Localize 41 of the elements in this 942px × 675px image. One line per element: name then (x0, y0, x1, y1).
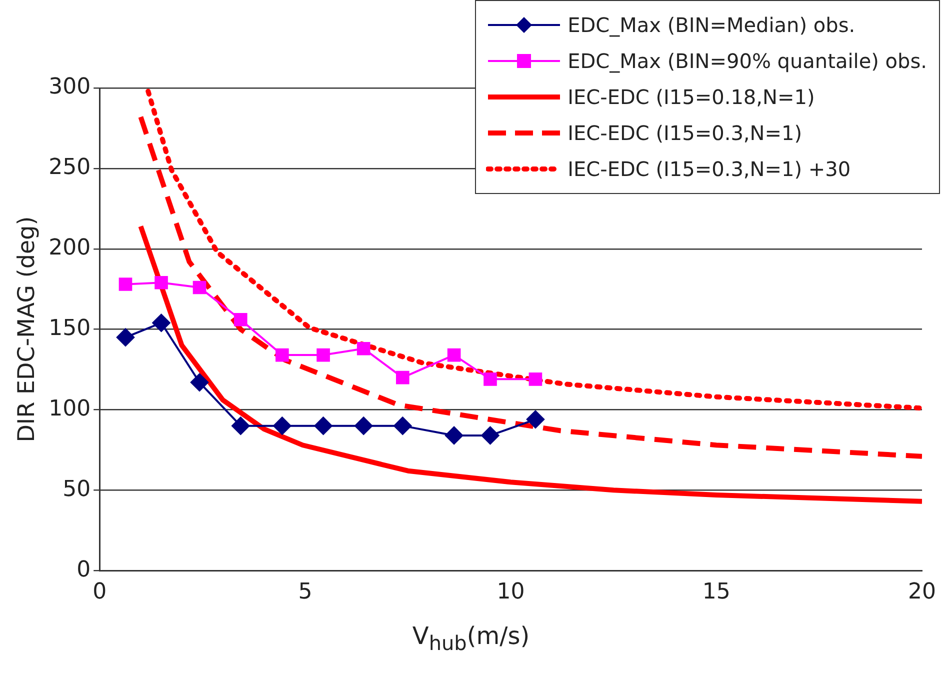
point (447, 348, 461, 362)
y-tick-label: 250 (48, 155, 91, 180)
legend-label: IEC-EDC (I15=0.3,N=1) +30 (568, 157, 851, 181)
point (152, 314, 170, 332)
point (481, 426, 500, 444)
point (484, 372, 497, 386)
point (234, 312, 248, 326)
point (354, 416, 373, 435)
x-tick-label: 20 (908, 580, 936, 605)
y-tick-label: 300 (48, 74, 91, 100)
point (528, 372, 542, 386)
x-tick-label: 10 (496, 580, 525, 605)
x-tick-label: 0 (92, 580, 107, 605)
x-tick-label: 15 (702, 580, 730, 605)
point (273, 416, 292, 435)
point (118, 278, 132, 291)
point (116, 328, 134, 346)
y-tick-label: 50 (62, 476, 91, 502)
point (314, 416, 332, 435)
point (396, 370, 410, 384)
point (190, 373, 209, 392)
point (356, 342, 370, 356)
legend-label: IEC-EDC (I15=0.18,N=1) (568, 85, 815, 109)
point (232, 416, 250, 435)
point (526, 410, 544, 428)
y-tick-label: 150 (48, 316, 91, 342)
y-tick-label: 0 (76, 557, 91, 582)
point (445, 426, 464, 444)
y-axis-title: DIR EDC-MAG (deg) (14, 216, 40, 442)
point (192, 280, 206, 294)
x-tick-label: 5 (298, 580, 312, 605)
legend-label: EDC_Max (BIN=90% quantaile) obs. (568, 49, 927, 73)
legend-label: EDC_Max (BIN=Median) obs. (568, 13, 856, 37)
point (154, 276, 168, 290)
legend-label: IEC-EDC (I15=0.3,N=1) (568, 121, 802, 145)
point (276, 348, 289, 362)
point (316, 348, 330, 362)
y-tick-label: 200 (48, 236, 91, 261)
y-tick-label: 100 (48, 396, 91, 422)
x-axis-title: V$_{hub}$(m/s) (411, 622, 531, 655)
point (394, 416, 412, 435)
